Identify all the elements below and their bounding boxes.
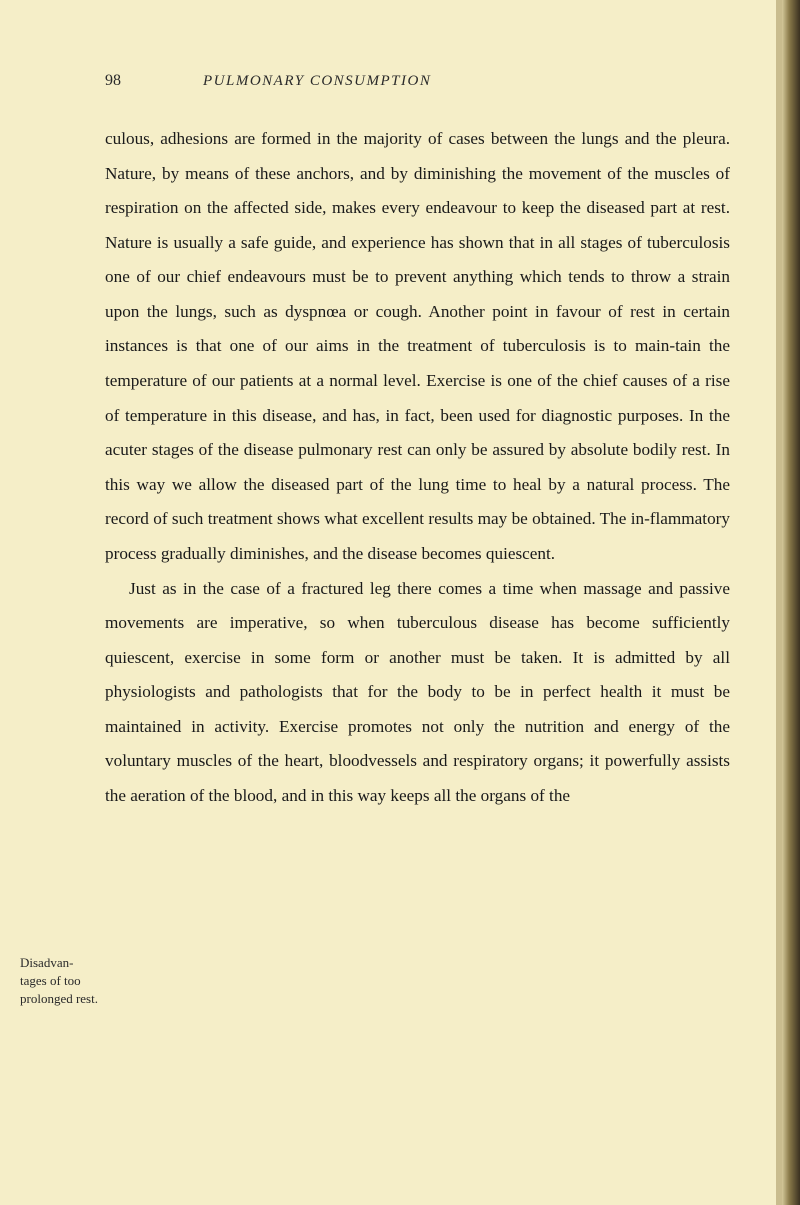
page-binding-edge [782,0,800,1205]
running-title: PULMONARY CONSUMPTION [203,73,431,90]
page-header: 98 PULMONARY CONSUMPTION [105,72,730,90]
body-paragraph-2: Just as in the case of a fractured leg t… [105,572,730,814]
page-number: 98 [105,72,121,90]
body-paragraph-1: culous, adhesions are formed in the majo… [105,122,730,572]
page-container: 98 PULMONARY CONSUMPTION Disadvan-tages … [0,0,800,874]
margin-note-disadvantages: Disadvan-tages of too prolonged rest. [20,954,98,1009]
body-text-container: Disadvan-tages of too prolonged rest. cu… [105,122,730,814]
